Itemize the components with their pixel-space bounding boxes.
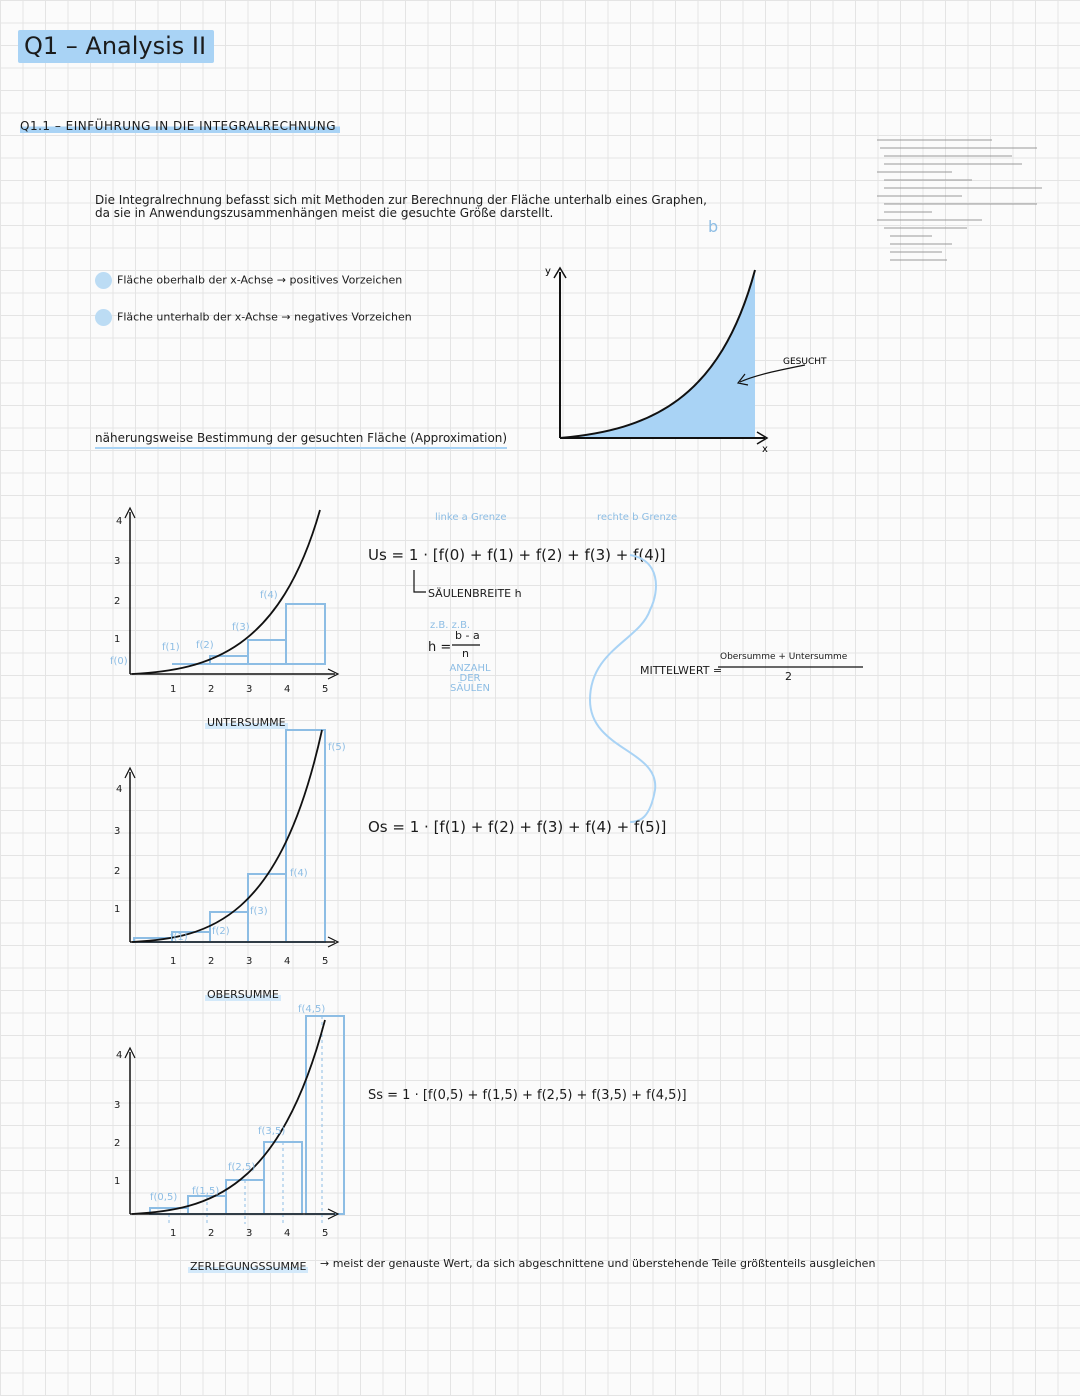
label-f15: f(1,5): [192, 1186, 220, 1197]
x-tick-4: 4: [284, 956, 291, 967]
x-tick-2: 2: [208, 1228, 215, 1239]
bar-5: [305, 1015, 345, 1215]
y-tick-1: 1: [114, 904, 121, 915]
page-title: Q1 – Analysis II: [18, 30, 215, 63]
x-tick-1: 1: [170, 956, 177, 967]
h-numerator: b - a: [455, 629, 480, 642]
zerlegungssumme-caption: ZERLEGUNGSSUMME: [188, 1260, 309, 1273]
b-label: b: [708, 217, 718, 236]
zerlegungssumme-note: → meist der genauste Wert, da sich abges…: [320, 1257, 876, 1270]
intro-line-2: da sie in Anwendungszusammenhängen meist…: [95, 206, 554, 220]
x-tick-4: 4: [284, 1228, 291, 1239]
untersumme-formula: Us = 1 · [f(0) + f(1) + f(2) + f(3) + f(…: [368, 546, 666, 564]
x-tick-2: 2: [208, 956, 215, 967]
x-tick-3: 3: [246, 684, 253, 695]
label-f45: f(4,5): [298, 1004, 326, 1015]
width-bracket: [413, 570, 426, 593]
intro-text: Die Integralrechnung befasst sich mit Me…: [95, 194, 707, 220]
h-denominator: n: [462, 647, 469, 660]
obersumme-formula: Os = 1 · [f(1) + f(2) + f(3) + f(4) + f(…: [368, 818, 667, 836]
y-tick-2: 2: [114, 596, 121, 607]
area-illustration-graph: y x GESUCHT b: [545, 217, 827, 455]
h-note-top: z.B. z.B.: [430, 620, 471, 631]
shaded-area: [560, 270, 755, 438]
label-f2: f(2): [196, 640, 214, 651]
x-tick-4: 4: [284, 684, 291, 695]
label-f2: f(2): [212, 926, 230, 937]
x-tick-2: 2: [208, 684, 215, 695]
bar-2: [247, 639, 287, 665]
bar-5: [285, 729, 326, 943]
function-curve: [131, 729, 323, 943]
label-f35: f(3,5): [258, 1126, 286, 1137]
y-label: y: [545, 266, 551, 277]
zerlegungssumme-formula: Ss = 1 · [f(0,5) + f(1,5) + f(2,5) + f(3…: [368, 1088, 687, 1103]
faint-notes: [877, 139, 1042, 261]
x-tick-5: 5: [322, 1228, 329, 1239]
y-tick-3: 3: [114, 556, 121, 567]
obersumme-graph: [124, 729, 340, 948]
y-tick-4: 4: [116, 784, 123, 795]
h-fraction-bar: [452, 644, 480, 646]
intro-line-1: Die Integralrechnung befasst sich mit Me…: [95, 193, 707, 207]
label-f4: f(4): [290, 868, 308, 879]
h-formula-left: h =: [428, 640, 452, 655]
y-tick-2: 2: [114, 866, 121, 877]
x-label: x: [762, 444, 768, 455]
x-tick-5: 5: [322, 956, 329, 967]
section-heading: Q1.1 – EINFÜHRUNG IN DIE INTEGRALRECHNUN…: [20, 119, 341, 133]
function-curve: [559, 269, 756, 439]
label-f05: f(0,5): [150, 1192, 178, 1203]
label-f1: f(1): [170, 932, 188, 943]
mittelwert-label: MITTELWERT =: [640, 664, 723, 677]
label-f3: f(3): [250, 906, 268, 917]
x-tick-1: 1: [170, 684, 177, 695]
label-f3: f(3): [232, 622, 250, 633]
mittelwert-denominator: 2: [785, 670, 792, 683]
untersumme-caption: UNTERSUMME: [205, 716, 288, 729]
y-tick-1: 1: [114, 634, 121, 645]
x-tick-3: 3: [246, 956, 253, 967]
mittelwert-fraction-bar: [718, 666, 863, 668]
mittelwert-numerator: Obersumme + Untersumme: [720, 652, 848, 662]
width-label: SÄULENBREITE h: [428, 587, 522, 600]
curly-connector: [588, 554, 657, 823]
y-tick-3: 3: [114, 826, 121, 837]
y-tick-4: 4: [116, 516, 123, 527]
function-curve: [131, 1019, 326, 1215]
y-tick-2: 2: [114, 1138, 121, 1149]
bullet-positive: Fläche oberhalb der x-Achse → positives …: [95, 272, 402, 289]
label-f25: f(2,5): [228, 1162, 256, 1173]
label-f4: f(4): [260, 590, 278, 601]
bar-3: [285, 603, 326, 665]
x-tick-3: 3: [246, 1228, 253, 1239]
bullet-dot-icon: [95, 272, 112, 289]
right-bound-label: rechte b Grenze: [597, 512, 678, 523]
left-bound-label: linke a Grenze: [435, 512, 507, 523]
label-f1: f(1): [162, 642, 180, 653]
x-tick-1: 1: [170, 1228, 177, 1239]
arrow-pointer: [739, 364, 806, 383]
untersumme-graph: [124, 506, 340, 680]
obersumme-caption: OBERSUMME: [205, 988, 281, 1001]
area-label: GESUCHT: [783, 357, 827, 367]
label-f5: f(5): [328, 742, 346, 753]
y-tick-3: 3: [114, 1100, 121, 1111]
function-curve: [131, 509, 321, 675]
approximation-heading: näherungsweise Bestimmung der gesuchten …: [95, 431, 508, 449]
zerlegungssumme-graph: [124, 1015, 345, 1224]
y-tick-4: 4: [116, 1050, 123, 1061]
label-f0: f(0): [110, 656, 128, 667]
bullet-dot-icon: [95, 309, 112, 326]
x-tick-5: 5: [322, 684, 329, 695]
h-note: ANZAHL DER SÄULEN: [449, 663, 491, 694]
y-tick-1: 1: [114, 1176, 121, 1187]
bullet-negative: Fläche unterhalb der x-Achse → negatives…: [95, 309, 412, 326]
